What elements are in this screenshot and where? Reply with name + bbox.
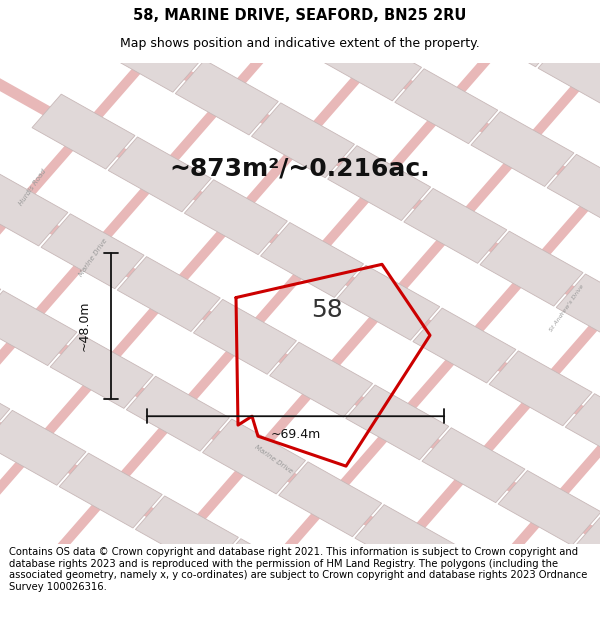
Text: Map shows position and indicative extent of the property.: Map shows position and indicative extent…: [120, 38, 480, 50]
Polygon shape: [489, 351, 592, 426]
Polygon shape: [0, 291, 77, 366]
Polygon shape: [431, 548, 534, 622]
Polygon shape: [203, 419, 305, 494]
Polygon shape: [212, 539, 314, 614]
Polygon shape: [395, 69, 498, 144]
Text: 58, MARINE DRIVE, SEAFORD, BN25 2RU: 58, MARINE DRIVE, SEAFORD, BN25 2RU: [133, 8, 467, 22]
Polygon shape: [0, 0, 600, 227]
Polygon shape: [50, 334, 153, 408]
Polygon shape: [0, 82, 600, 625]
Polygon shape: [538, 34, 600, 109]
Text: 58: 58: [311, 298, 343, 322]
Polygon shape: [59, 453, 162, 528]
Polygon shape: [0, 171, 68, 246]
Text: ~48.0m: ~48.0m: [77, 301, 91, 351]
Polygon shape: [41, 214, 144, 289]
Polygon shape: [0, 0, 575, 625]
Polygon shape: [328, 146, 431, 221]
Polygon shape: [448, 85, 600, 625]
Polygon shape: [355, 504, 458, 579]
Polygon shape: [184, 180, 287, 254]
Polygon shape: [574, 513, 600, 588]
Polygon shape: [108, 137, 211, 212]
Polygon shape: [413, 308, 516, 383]
Polygon shape: [125, 0, 600, 73]
Text: Marine Drive: Marine Drive: [253, 444, 293, 475]
Polygon shape: [0, 0, 600, 304]
Polygon shape: [127, 376, 229, 451]
Polygon shape: [498, 471, 600, 546]
Polygon shape: [0, 5, 600, 625]
Polygon shape: [346, 385, 449, 460]
Polygon shape: [480, 231, 583, 306]
Polygon shape: [193, 299, 296, 374]
Polygon shape: [136, 496, 238, 571]
Polygon shape: [0, 0, 600, 458]
Polygon shape: [547, 154, 600, 229]
Text: St Andrew's Drive: St Andrew's Drive: [549, 284, 585, 332]
Polygon shape: [0, 368, 10, 442]
Polygon shape: [556, 274, 600, 349]
Polygon shape: [319, 26, 422, 101]
Text: Contains OS data © Crown copyright and database right 2021. This information is : Contains OS data © Crown copyright and d…: [9, 547, 587, 592]
Polygon shape: [260, 222, 364, 298]
Polygon shape: [32, 94, 135, 169]
Polygon shape: [0, 248, 1, 322]
Polygon shape: [524, 127, 600, 625]
Polygon shape: [471, 111, 574, 186]
Polygon shape: [0, 0, 600, 534]
Polygon shape: [296, 0, 600, 625]
Polygon shape: [269, 342, 373, 417]
Polygon shape: [251, 103, 355, 178]
Polygon shape: [422, 428, 525, 503]
Polygon shape: [67, 0, 600, 625]
Polygon shape: [143, 0, 600, 625]
Polygon shape: [220, 0, 600, 625]
Polygon shape: [565, 394, 600, 469]
Polygon shape: [242, 0, 346, 58]
Polygon shape: [462, 0, 565, 67]
Text: ~69.4m: ~69.4m: [271, 428, 320, 441]
Text: Hurdis Road: Hurdis Road: [18, 168, 48, 207]
Polygon shape: [279, 462, 382, 537]
Polygon shape: [58, 0, 600, 150]
Text: Marine Drive: Marine Drive: [78, 238, 108, 278]
Polygon shape: [404, 188, 507, 263]
Polygon shape: [337, 265, 440, 340]
Polygon shape: [117, 257, 220, 331]
Polygon shape: [372, 42, 600, 625]
Polygon shape: [175, 60, 278, 135]
Polygon shape: [99, 18, 202, 92]
Text: ~873m²/~0.216ac.: ~873m²/~0.216ac.: [170, 156, 430, 181]
Polygon shape: [0, 411, 86, 485]
Polygon shape: [0, 0, 600, 381]
Polygon shape: [0, 0, 600, 611]
